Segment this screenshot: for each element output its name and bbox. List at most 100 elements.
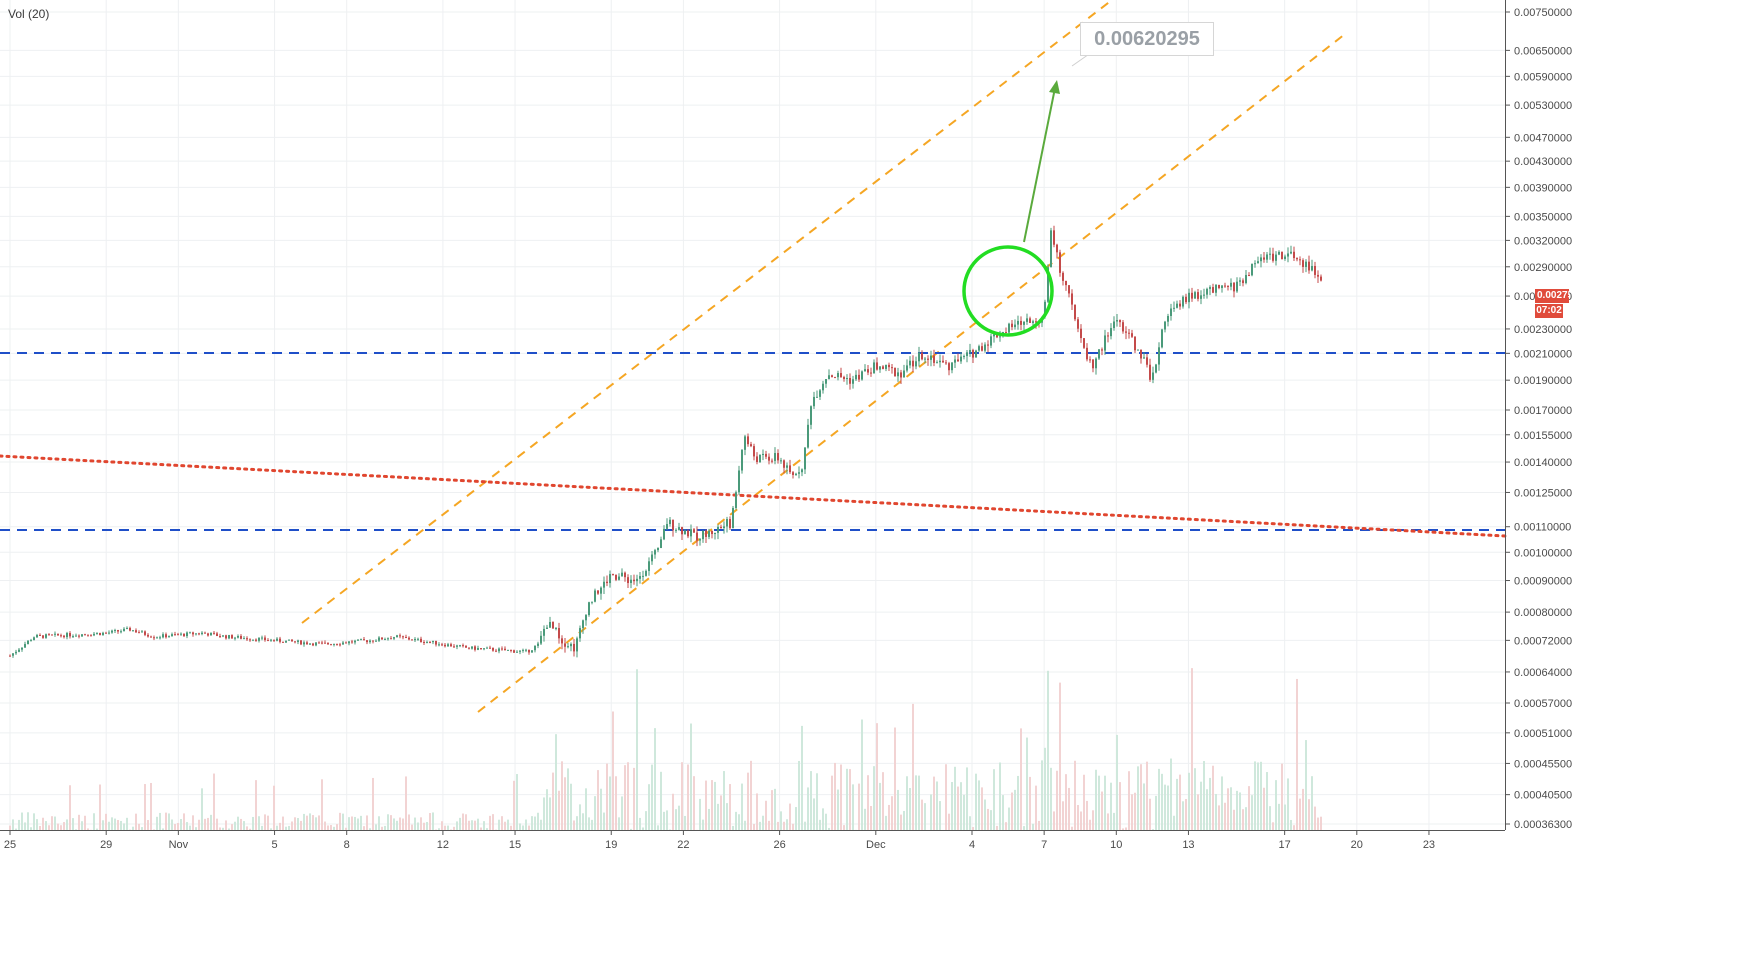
volume-bar xyxy=(141,827,143,830)
candle-body xyxy=(528,649,530,653)
volume-bar xyxy=(924,803,926,830)
volume-bar xyxy=(216,818,218,830)
volume-bar xyxy=(1194,768,1196,830)
candle-body xyxy=(804,447,806,470)
candle-body xyxy=(486,647,488,649)
candle-body xyxy=(834,377,836,379)
indicator-label[interactable]: Vol (20) xyxy=(8,7,50,21)
volume-bar xyxy=(873,766,875,830)
volume-bar xyxy=(1221,776,1223,830)
volume-bar xyxy=(468,820,470,830)
volume-bar xyxy=(426,821,428,830)
price-tick-label: 0.00190000 xyxy=(1514,375,1572,387)
candle-body xyxy=(1266,254,1268,260)
volume-bar xyxy=(687,764,689,830)
candle-body xyxy=(858,374,860,380)
candle-body xyxy=(819,390,821,397)
candle-body xyxy=(261,637,263,639)
candle-body xyxy=(456,645,458,647)
candle-body xyxy=(1131,333,1133,337)
candle-body xyxy=(51,634,53,636)
volume-bar xyxy=(945,764,947,830)
candle-body xyxy=(519,650,521,652)
volume-bar xyxy=(399,817,401,830)
candle-body xyxy=(222,635,224,637)
candle-body xyxy=(576,638,578,652)
volume-bar xyxy=(1305,740,1307,830)
candle-body xyxy=(213,632,215,634)
candle-body xyxy=(1215,284,1217,293)
candle-body xyxy=(447,644,449,647)
volume-bar xyxy=(1182,801,1184,830)
candle-body xyxy=(468,647,470,649)
volume-bar xyxy=(501,816,503,830)
volume-bar xyxy=(1110,782,1112,830)
candle-body xyxy=(639,576,641,579)
volume-bar xyxy=(408,814,410,830)
volume-bar xyxy=(540,819,542,830)
candle-body xyxy=(1296,258,1298,260)
volume-bar xyxy=(831,775,833,830)
volume-bar xyxy=(30,827,32,830)
candle-body xyxy=(1218,284,1220,289)
candle-body xyxy=(969,349,971,353)
candle-body xyxy=(921,352,923,360)
volume-bar xyxy=(750,760,752,830)
candle-body xyxy=(267,640,269,642)
volume-bar xyxy=(1047,670,1049,830)
candle-body xyxy=(192,632,194,635)
volume-bar xyxy=(24,822,26,830)
candle-body xyxy=(393,637,395,639)
volume-bar xyxy=(1005,822,1007,830)
volume-bar xyxy=(87,828,89,830)
candle-body xyxy=(723,526,725,529)
volume-bar xyxy=(894,727,896,830)
volume-bar xyxy=(1266,772,1268,830)
candle-body xyxy=(666,524,668,529)
volume-bar xyxy=(1176,778,1178,830)
candle-body xyxy=(735,492,737,508)
candle-body xyxy=(1158,347,1160,365)
candle-body xyxy=(630,579,632,584)
candle-body xyxy=(465,645,467,648)
volume-bar xyxy=(285,826,287,830)
volume-bar xyxy=(702,819,704,830)
candle-body xyxy=(690,529,692,537)
candle-body xyxy=(27,640,29,645)
candle-body xyxy=(546,627,548,629)
time-tick-label: 12 xyxy=(437,839,449,851)
volume-bar xyxy=(840,764,842,830)
volume-bar xyxy=(633,767,635,830)
candle-body xyxy=(111,630,113,633)
candle-body xyxy=(1032,321,1034,323)
volume-bar xyxy=(261,825,263,830)
candle-body xyxy=(564,643,566,647)
volume-bar xyxy=(489,815,491,830)
volume-bar xyxy=(1074,760,1076,830)
candle-body xyxy=(492,647,494,651)
volume-bar xyxy=(693,776,695,830)
volume-bar xyxy=(1170,758,1172,830)
candle-body xyxy=(855,374,857,380)
candle-body xyxy=(936,362,938,364)
candle-body xyxy=(915,361,917,367)
candle-body xyxy=(504,648,506,651)
candle-body xyxy=(477,648,479,650)
volume-bar xyxy=(1143,783,1145,830)
candle-body xyxy=(933,355,935,363)
candle-body xyxy=(426,641,428,643)
volume-bar xyxy=(9,825,11,830)
candle-body xyxy=(264,637,266,641)
volume-bar xyxy=(993,769,995,830)
price-tick-label: 0.00036300 xyxy=(1514,819,1572,831)
volume-bar xyxy=(441,821,443,830)
candle-body xyxy=(1146,357,1148,365)
volume-bar xyxy=(762,815,764,830)
volume-bar xyxy=(810,771,812,830)
volume-bar xyxy=(225,820,227,830)
candle-body xyxy=(981,346,983,351)
volume-bar xyxy=(498,819,500,830)
candle-body xyxy=(1071,293,1073,305)
